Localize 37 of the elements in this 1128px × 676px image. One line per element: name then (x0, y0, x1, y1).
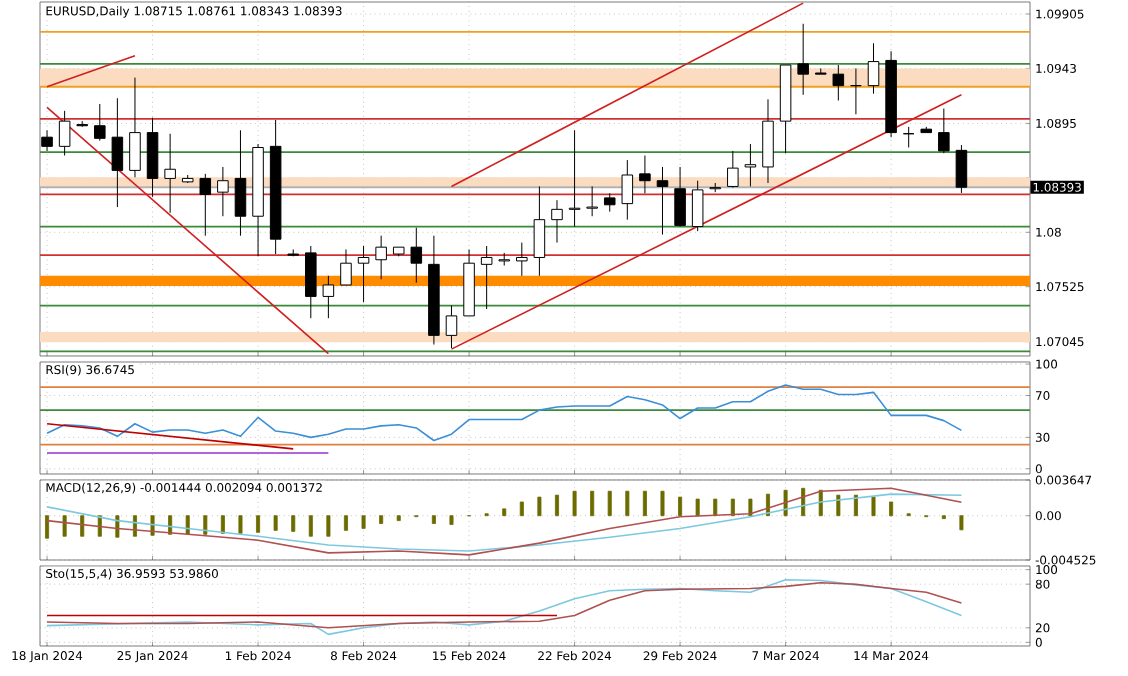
candlestick (76, 120, 88, 127)
candlestick (656, 166, 669, 236)
candlestick (885, 50, 897, 138)
candlestick (797, 23, 809, 96)
candlestick (445, 305, 458, 349)
candlestick (428, 235, 440, 346)
candlestick (639, 155, 651, 194)
candlestick (94, 103, 106, 142)
candlestick (234, 129, 247, 237)
candlestick (111, 97, 124, 208)
candlestick (938, 108, 950, 154)
candlestick (269, 119, 282, 255)
candlestick (744, 143, 757, 187)
candlestick (181, 174, 194, 183)
candlestick (217, 166, 229, 217)
candlestick (832, 64, 845, 102)
candlestick (375, 235, 387, 280)
candlestick (480, 245, 493, 310)
candlestick (58, 110, 71, 157)
candlestick (410, 227, 423, 284)
candlestick (955, 144, 968, 194)
candlestick (850, 67, 862, 115)
candlestick (762, 98, 774, 184)
candlestick (867, 42, 880, 95)
candlestick (727, 150, 739, 187)
candlestick (516, 242, 528, 277)
candlestick (164, 133, 176, 214)
candlestick (146, 117, 159, 198)
candlestick (551, 199, 563, 244)
candlestick (533, 185, 546, 277)
candlestick (357, 245, 370, 303)
candlestick (586, 185, 598, 217)
candlestick (129, 77, 141, 178)
candlestick (41, 129, 53, 152)
candlestick (674, 166, 686, 226)
candlestick (252, 143, 264, 257)
candlestick (621, 159, 634, 221)
